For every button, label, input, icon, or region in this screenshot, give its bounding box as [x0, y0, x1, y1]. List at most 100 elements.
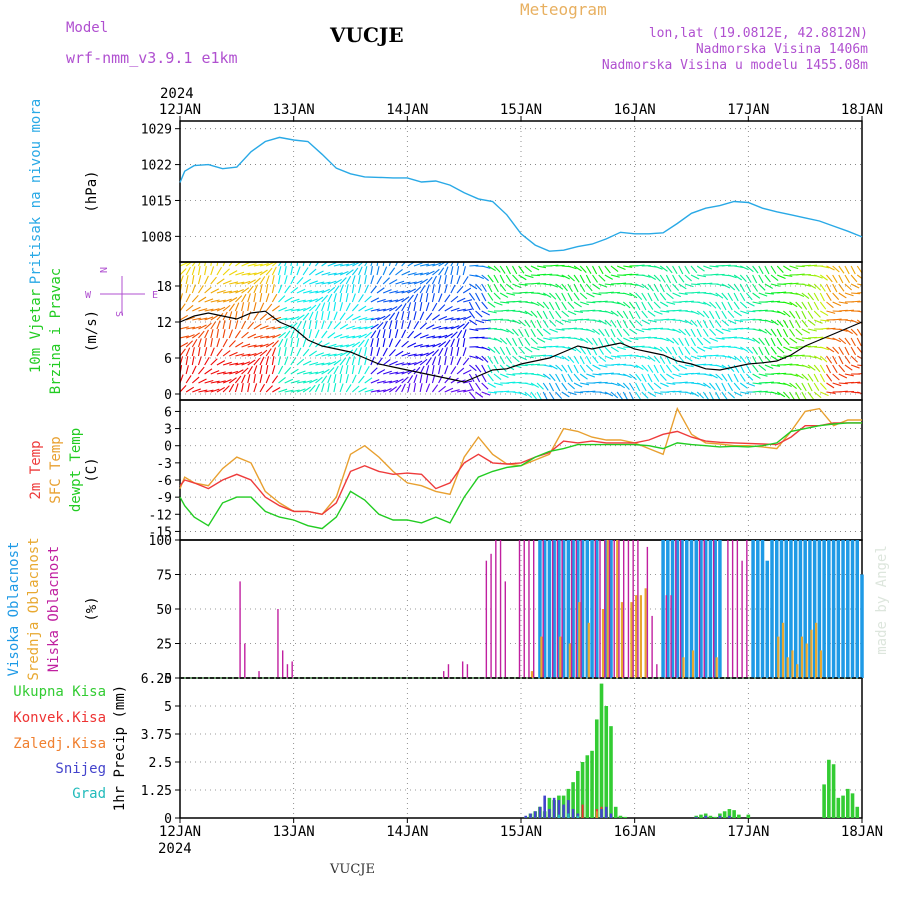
cloud-bar: [685, 540, 689, 678]
dewpt-line: [179, 422, 862, 530]
ytick-label: 2.5: [149, 756, 172, 771]
ytick-label: 0: [164, 672, 172, 687]
ytick-label: 0: [164, 440, 172, 455]
ytick-label: 1022: [141, 159, 172, 174]
panel-label: 2m Temp: [28, 440, 44, 499]
precip-legend-label: Ukupna Kisa: [13, 684, 106, 700]
xtick-label-top: 18JAN: [841, 102, 883, 118]
cloud-bar: [841, 540, 845, 678]
precip-bar: [547, 797, 552, 818]
precip-legend-label: Konvek.Kisa: [13, 710, 106, 726]
cloud-bar: [713, 540, 717, 678]
xtick-label-top: 15JAN: [500, 102, 542, 118]
precip-bar: [713, 816, 717, 818]
cloud-bar: [599, 540, 601, 678]
cloud-bar: [798, 540, 803, 678]
cloud-bar: [779, 540, 784, 678]
cloud-bar: [277, 609, 279, 678]
cloud-bar: [495, 540, 497, 678]
xtick-label-bottom: 15JAN: [500, 824, 542, 840]
ytick-label: 1029: [141, 123, 172, 138]
year-label-top: 2024: [160, 86, 194, 102]
precip-bar: [822, 784, 826, 818]
cloud-bar: [675, 540, 677, 678]
xtick-label-top: 13JAN: [273, 102, 315, 118]
ytick-label: 25: [156, 638, 172, 653]
cloud-bar: [810, 629, 813, 678]
cloud-bar: [552, 540, 556, 678]
pressure-line: [179, 136, 863, 252]
cloud-bar: [789, 540, 793, 678]
cloud-bar: [618, 540, 620, 678]
precip-bar: [548, 809, 551, 818]
cloud-bar: [703, 540, 708, 678]
cloud-bar: [590, 540, 594, 678]
unit-label: 1hr Precip (mm): [112, 685, 128, 811]
footer-station: VUCJE: [330, 862, 375, 877]
precip-bar: [529, 813, 532, 818]
cloud-bar: [670, 595, 672, 678]
cloud-bar: [443, 671, 445, 678]
cloud-bar: [594, 540, 596, 678]
model-elevation-label: Nadmorska Visina u modelu 1455.08m: [601, 58, 868, 73]
cloud-bar: [791, 650, 794, 678]
panel-label: dewpt Temp: [68, 428, 84, 512]
ytick-label: 3.75: [141, 728, 172, 743]
cloud-bar: [557, 540, 561, 678]
precip-bar: [746, 814, 751, 818]
cloud-bar: [447, 664, 450, 678]
cloud-bar: [827, 540, 831, 678]
ytick-label: 75: [156, 569, 172, 584]
xtick-label-top: 12JAN: [159, 102, 201, 118]
ytick-label: 18: [156, 280, 172, 295]
cloud-bar: [530, 671, 534, 678]
precip-bar: [571, 782, 575, 818]
cloud-bar: [689, 540, 694, 678]
cloud-bar: [703, 540, 705, 678]
cloud-bar: [855, 540, 860, 678]
cloud-bar: [831, 540, 836, 678]
cloud-bar: [504, 581, 506, 678]
meteogram-title: Meteogram: [520, 0, 607, 19]
svg-text:N: N: [97, 267, 108, 273]
panel-precip: 0 1.25 2.5 3.75 5 6.25 1hr Precip (mm): [112, 672, 863, 827]
cloud-bar: [699, 540, 703, 678]
xtick-label-bottom: 12JAN: [159, 824, 201, 840]
cloud-bar: [800, 636, 804, 678]
ytick-label: 6.25: [141, 672, 172, 687]
cloud-bar: [680, 540, 684, 678]
cloud-bar: [291, 661, 293, 678]
cloud-bar: [805, 643, 808, 678]
precip-bar: [557, 814, 560, 818]
cloud-bar: [595, 540, 599, 678]
panel-label: Visoka Oblacnost: [6, 542, 22, 677]
xtick-label-top: 16JAN: [614, 102, 656, 118]
cloud-bar: [670, 540, 675, 678]
ytick-label: 3: [164, 423, 172, 438]
cloud-bar: [793, 540, 798, 678]
precip-bar: [699, 814, 703, 818]
cloud-bar: [651, 615, 653, 678]
cloud-bar: [756, 540, 760, 678]
cloud-bar: [523, 540, 525, 678]
cloud-bar: [644, 588, 647, 678]
cloud-bar: [616, 540, 619, 678]
cloud-bar: [604, 540, 608, 678]
cloud-bar: [286, 664, 289, 678]
ytick-label: 100: [149, 534, 172, 549]
sfc-temp-line: [179, 406, 862, 516]
panel-pressure: 1008 1015 1022 1029 (hPa): [84, 120, 863, 263]
cloud-bar: [632, 540, 634, 678]
cloud-bar: [540, 636, 543, 678]
cloud-bar: [741, 560, 743, 678]
cloud-bar: [499, 540, 502, 678]
cloud-bar: [675, 540, 680, 678]
ytick-label: 1.25: [141, 784, 172, 799]
svg-text:E: E: [152, 290, 158, 301]
precip-bar: [727, 809, 732, 818]
cloud-bar: [746, 540, 748, 678]
precip-bar: [562, 804, 565, 818]
cloud-bar: [781, 622, 785, 678]
precip-bar: [836, 797, 841, 818]
cloud-bar: [559, 636, 562, 678]
